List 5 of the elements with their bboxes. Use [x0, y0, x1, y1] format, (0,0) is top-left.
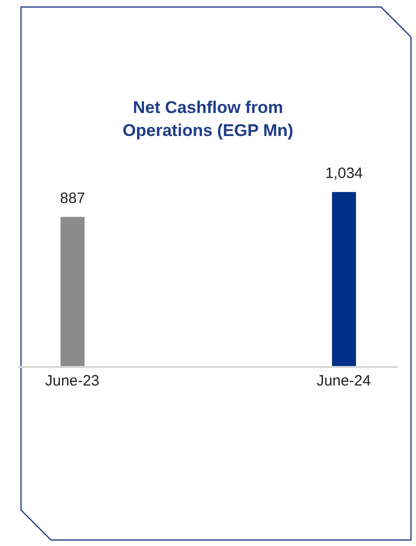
data-label: 887: [60, 190, 86, 207]
x-tick-label: June-23: [45, 372, 100, 390]
chart-title: Net Cashflow from Operations (EGP Mn): [122, 97, 294, 142]
data-label: 1,034: [325, 165, 363, 182]
x-tick-label: June-24: [316, 372, 371, 390]
